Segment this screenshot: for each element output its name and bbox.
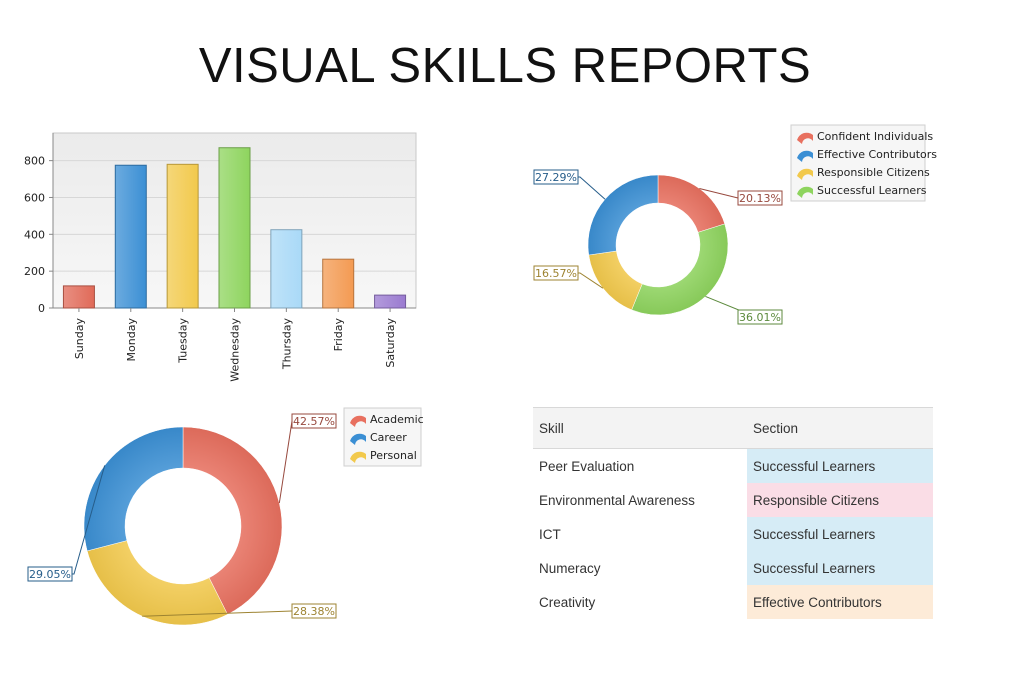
x-tick-label: Wednesday (229, 318, 242, 382)
skill-cell: Peer Evaluation (539, 458, 635, 474)
data-label-box (291, 603, 337, 619)
x-tick-label: Saturday (384, 318, 397, 368)
x-tick-label: Sunday (73, 318, 86, 360)
chart-legend: Academic Career Personal (343, 407, 424, 467)
legend-swatch-icon (797, 132, 813, 144)
donut-chart-focus: 42.57% 28.38% 29.05% Academic Career Personal (27, 407, 424, 626)
data-label: 20.13% (739, 192, 781, 205)
skill-column-header[interactable]: Skill (533, 407, 747, 449)
table-row[interactable]: Peer Evaluation Successful Learners (533, 448, 933, 483)
y-tick-label: 0 (38, 302, 45, 315)
page-title: VISUAL SKILLS REPORTS (198, 39, 812, 93)
data-label-box (533, 169, 579, 185)
skill-cell: Environmental Awareness (539, 492, 695, 508)
bar-saturday[interactable] (374, 294, 407, 309)
data-label: 16.57% (535, 267, 577, 280)
data-label: 36.01% (739, 311, 781, 324)
y-tick-label: 600 (24, 191, 45, 204)
table-row[interactable]: Numeracy Successful Learners (533, 551, 933, 585)
skill-cell: ICT (539, 526, 561, 542)
section-column-header[interactable]: Section (747, 407, 933, 449)
legend-item-label[interactable]: Successful Learners (817, 184, 927, 197)
leader-line (142, 610, 293, 617)
skill-cell: Creativity (539, 594, 596, 610)
data-label-box (737, 309, 783, 325)
table-row[interactable]: Environmental Awareness Responsible Citiz… (533, 483, 933, 517)
leader-line (578, 272, 604, 289)
leader-line (278, 420, 293, 504)
section-cell: Successful Learners (747, 551, 933, 585)
bar-monday[interactable] (114, 164, 147, 309)
y-tick-label: 800 (24, 155, 45, 168)
slice-academic[interactable] (182, 426, 283, 615)
bar-thursday[interactable] (270, 229, 303, 309)
slice-career[interactable] (83, 426, 184, 552)
data-label-box (533, 265, 579, 281)
data-label: 27.29% (535, 171, 577, 184)
bar-friday[interactable] (322, 258, 355, 309)
skills-table: Skill Section Peer Evaluation Successful … (533, 407, 933, 619)
y-tick-label: 200 (24, 265, 45, 278)
data-label: 29.05% (29, 568, 71, 581)
bar-wednesday[interactable] (218, 147, 251, 309)
slice-responsible-citizens[interactable] (588, 250, 643, 311)
legend-swatch-icon (797, 168, 813, 180)
legend-item-label[interactable]: Responsible Citizens (817, 166, 930, 179)
x-tick-label: Monday (125, 318, 138, 362)
legend-item-label[interactable]: Confident Individuals (817, 130, 933, 143)
bar-tuesday[interactable] (166, 163, 199, 309)
chart-legend: Confident Individuals Effective Contribut… (790, 124, 937, 202)
legend-item-label[interactable]: Career (370, 431, 407, 444)
donut-chart-skills: 20.13% 36.01% 16.57% 27.29% Confident Indivi… (533, 124, 937, 325)
x-tick-label: Friday (332, 318, 345, 352)
legend-swatch-icon (797, 150, 813, 162)
slice-personal[interactable] (86, 540, 228, 626)
bar-sunday[interactable] (62, 285, 95, 309)
data-label: 42.57% (293, 415, 335, 428)
leader-line (578, 176, 606, 200)
x-tick-label: Thursday (280, 318, 293, 371)
x-tick-label: Tuesday (177, 318, 190, 364)
skill-cell: Numeracy (539, 560, 601, 576)
data-label: 28.38% (293, 605, 335, 618)
legend-swatch-icon (350, 433, 366, 445)
legend-item-label[interactable]: Effective Contributors (817, 148, 937, 161)
data-label-box (737, 190, 783, 206)
table-row[interactable]: Creativity Effective Contributors (533, 585, 933, 619)
legend-swatch-icon (350, 451, 366, 463)
section-cell: Effective Contributors (747, 585, 933, 619)
table-header-row: Skill Section (533, 407, 933, 449)
legend-box (790, 124, 926, 202)
legend-swatch-icon (350, 415, 366, 427)
leader-line (72, 465, 106, 575)
leader-line (699, 188, 739, 199)
section-cell: Successful Learners (747, 448, 933, 483)
legend-item-label[interactable]: Academic (370, 413, 424, 426)
legend-swatch-icon (797, 186, 813, 198)
slice-confident-individuals[interactable] (657, 174, 726, 233)
data-label-box (291, 413, 337, 429)
bar-chart: 0 200 400 600 800 Sunday Monday Tuesday Wednesda… (24, 132, 417, 382)
section-cell: Successful Learners (747, 517, 933, 551)
slice-successful-learners[interactable] (631, 223, 729, 316)
table-row[interactable]: ICT Successful Learners (533, 517, 933, 551)
y-tick-label: 400 (24, 228, 45, 241)
legend-item-label[interactable]: Personal (370, 449, 417, 462)
section-cell: Responsible Citizens (747, 483, 933, 517)
data-label-box (27, 566, 73, 582)
slice-effective-contributors[interactable] (587, 174, 659, 256)
